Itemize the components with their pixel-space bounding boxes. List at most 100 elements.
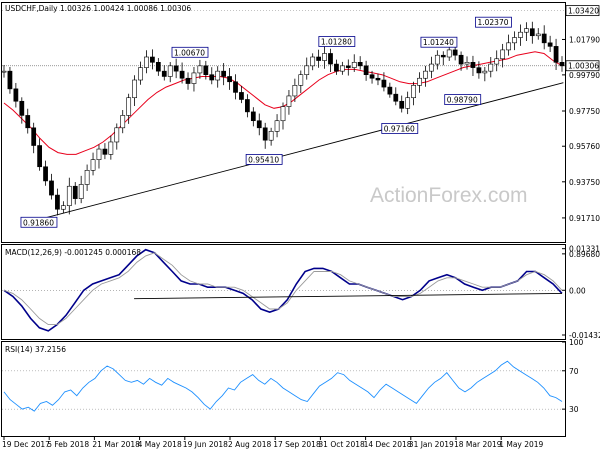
x-tick-label: 1 May 2019 xyxy=(499,440,543,449)
candle-body xyxy=(310,56,316,67)
price-axis: 1.01790 0.99790 0.97750 0.95760 0.93750 0.917… xyxy=(562,5,600,259)
price-label: 1.00670 xyxy=(174,48,205,57)
x-tick-label: 4 May 2018 xyxy=(138,440,182,449)
candle-body xyxy=(345,65,351,68)
price-label-box xyxy=(475,16,512,28)
candle-body xyxy=(334,63,339,72)
candle-body xyxy=(161,70,167,77)
macd-lines xyxy=(3,248,563,332)
candle-body xyxy=(227,76,232,83)
candle-body xyxy=(429,63,434,72)
price-tick-label: 0.95760 xyxy=(569,142,600,151)
candle-body xyxy=(49,180,54,196)
x-tick-label: 19 Jun 2018 xyxy=(183,440,228,449)
price-label: 0.91860 xyxy=(23,218,54,227)
price-label-box xyxy=(245,154,283,165)
candle-body xyxy=(434,54,440,65)
macd-tick-label: 0.013319 xyxy=(569,245,600,254)
candle-body xyxy=(375,77,381,81)
candle-body xyxy=(535,33,541,37)
candle-body xyxy=(209,74,215,81)
candle-body xyxy=(316,56,321,61)
candle-body xyxy=(78,184,84,199)
rsi-tick-label: 70 xyxy=(569,367,579,376)
candle-body xyxy=(138,67,143,81)
candle-body xyxy=(155,62,161,72)
x-tick-label: 21 Mar 2018 xyxy=(92,440,140,449)
price-label: 0.95410 xyxy=(248,155,279,164)
candle-body xyxy=(72,185,78,199)
candle-body xyxy=(280,106,286,122)
candle-body xyxy=(25,115,31,129)
candle-body xyxy=(102,148,108,155)
price-label-box xyxy=(20,216,58,228)
macd-panel-frame xyxy=(1,244,566,340)
candle-body xyxy=(339,65,345,72)
rsi-panel-frame xyxy=(1,341,566,437)
candle-body xyxy=(256,120,262,129)
candle-body xyxy=(363,65,369,75)
candle-body xyxy=(197,65,203,74)
candle-body xyxy=(547,42,553,47)
candle-body xyxy=(185,77,191,84)
price-label-box xyxy=(444,94,482,105)
candle-body xyxy=(203,65,209,75)
candle-body xyxy=(470,62,476,68)
candle-body xyxy=(55,194,60,210)
candle-body xyxy=(173,65,179,72)
candle-body xyxy=(13,88,19,102)
price-tick-label: 0.99790 xyxy=(569,71,600,80)
high-price-box-label: 1.03420 xyxy=(568,7,599,16)
candle-body xyxy=(387,86,393,95)
candle-body xyxy=(298,74,304,86)
candle-body xyxy=(233,81,238,93)
price-labels: 0.91860 1.00670 0.95410 1.01280 0.97160 1.012… xyxy=(20,16,512,228)
candle-body xyxy=(268,131,274,141)
price-label-box xyxy=(318,36,356,47)
signal-line xyxy=(3,252,563,326)
candle-body xyxy=(150,56,155,63)
candle-body xyxy=(1,70,7,73)
candle-body xyxy=(19,100,25,116)
price-trendline xyxy=(44,82,564,219)
candle-body xyxy=(245,99,250,113)
macd-tick-label: -0.014323 xyxy=(569,331,600,340)
candle-body xyxy=(179,70,185,79)
candle-body xyxy=(132,79,137,99)
price-label-box xyxy=(171,46,209,58)
price-tick-label: 0.93750 xyxy=(569,178,600,187)
candle-body xyxy=(7,70,13,90)
price-panel-frame xyxy=(1,2,566,243)
candle-body xyxy=(96,148,102,160)
rsi-tick-label: 100 xyxy=(569,338,584,347)
price-label: 1.01280 xyxy=(321,37,352,46)
candle-body xyxy=(126,97,132,116)
current-price-box-label: 1.00306 xyxy=(568,62,599,71)
candle-body xyxy=(31,127,37,146)
x-tick-label: 31 Oct 2018 xyxy=(318,440,365,449)
x-tick-label: 31 Jan 2019 xyxy=(409,440,454,449)
candle-body xyxy=(167,65,173,77)
candle-body xyxy=(446,49,452,58)
candle-body xyxy=(452,49,458,56)
candle-body xyxy=(405,97,411,109)
price-tick-label: 1.01790 xyxy=(569,35,600,44)
candle-body xyxy=(304,65,310,75)
price-label: 1.02370 xyxy=(477,18,508,27)
candle-body xyxy=(399,100,405,109)
price-title: USDCHF,Daily 1.00326 1.00424 1.00086 1.0… xyxy=(5,4,191,13)
candle-body xyxy=(411,85,416,99)
candle-body xyxy=(191,72,197,84)
candle-body xyxy=(440,54,446,58)
rsi-line xyxy=(3,360,563,412)
candle-body xyxy=(84,170,90,185)
price-tick-label: 0.89680 xyxy=(569,250,600,259)
candle-body xyxy=(322,53,327,61)
candle-body xyxy=(328,53,333,65)
candle-body xyxy=(37,145,42,168)
candle-body xyxy=(464,62,470,65)
x-tick-label: 14 Dec 2018 xyxy=(364,440,412,449)
candle-body xyxy=(417,77,422,86)
